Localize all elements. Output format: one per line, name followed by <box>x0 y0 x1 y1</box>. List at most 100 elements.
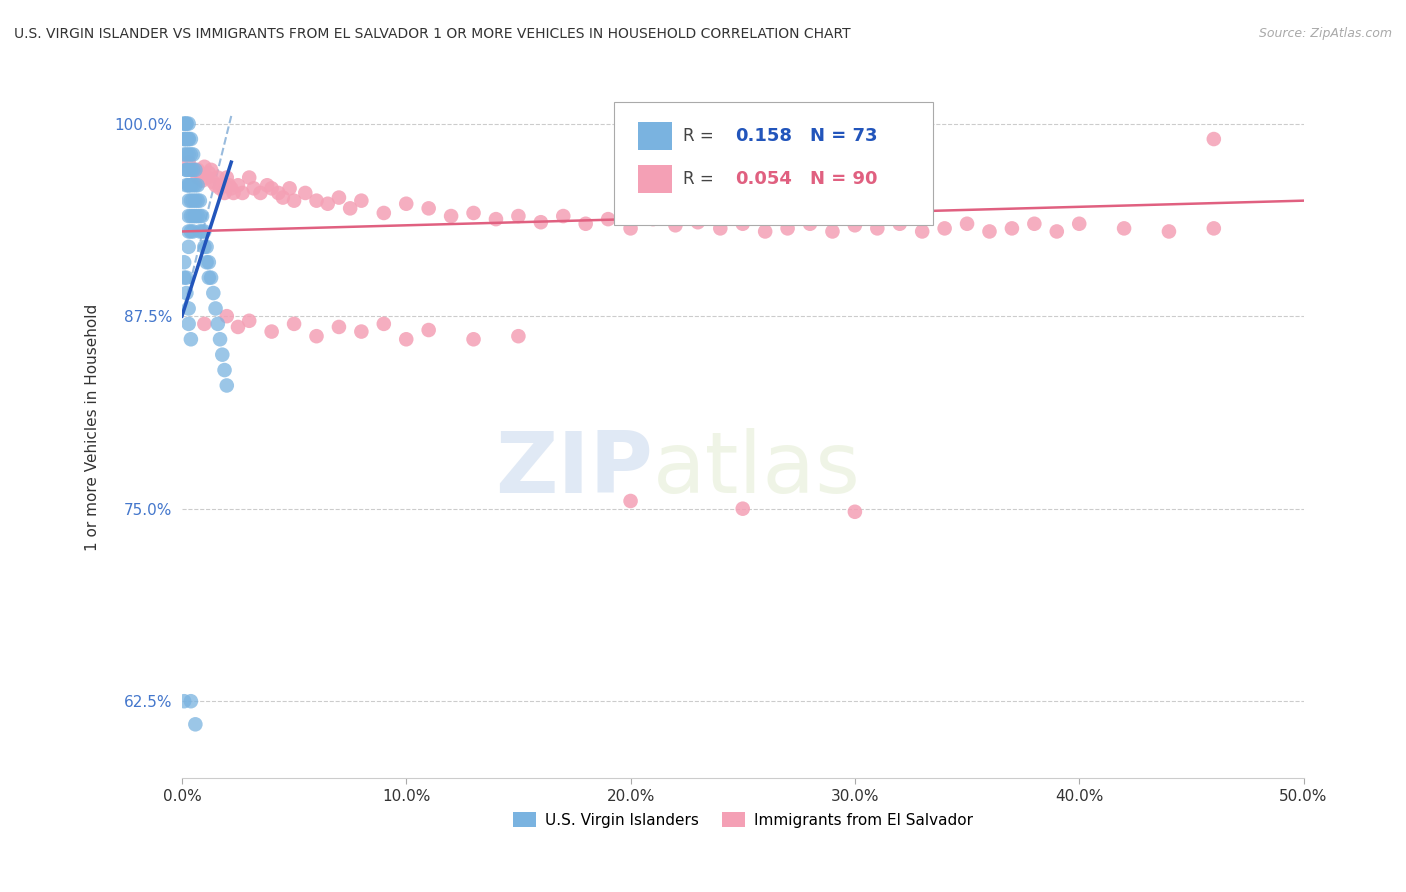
Point <box>180 194 202 208</box>
Point <box>598 212 620 227</box>
Point <box>278 181 301 195</box>
Point <box>211 178 233 193</box>
Point <box>619 221 641 235</box>
Text: atlas: atlas <box>652 428 860 511</box>
Point <box>177 194 200 208</box>
Point <box>485 212 508 227</box>
Point <box>181 178 204 193</box>
Point <box>215 309 238 323</box>
Point <box>731 217 754 231</box>
Point <box>193 317 215 331</box>
Point <box>181 147 204 161</box>
Point <box>260 325 283 339</box>
Point <box>350 325 373 339</box>
Point <box>184 162 207 177</box>
Point <box>173 694 195 708</box>
Point <box>184 209 207 223</box>
Point <box>305 194 328 208</box>
Point <box>187 178 209 193</box>
Point <box>180 694 202 708</box>
Point <box>173 255 195 269</box>
Point <box>176 162 198 177</box>
Point <box>176 117 198 131</box>
Point <box>219 181 242 195</box>
Point <box>267 186 290 200</box>
Point <box>173 147 195 161</box>
Point <box>395 332 418 346</box>
Point <box>176 286 198 301</box>
Point <box>207 317 229 331</box>
Point <box>889 217 911 231</box>
Point <box>180 332 202 346</box>
Point <box>619 494 641 508</box>
Point <box>866 221 889 235</box>
Point <box>176 270 198 285</box>
Point <box>191 209 214 223</box>
Point <box>508 209 530 223</box>
Point <box>1069 217 1091 231</box>
Text: 0.054: 0.054 <box>735 170 792 188</box>
Point <box>181 209 204 223</box>
Bar <box>638 165 672 193</box>
Point <box>177 117 200 131</box>
Point <box>1112 221 1135 235</box>
Point <box>193 240 215 254</box>
Point <box>198 255 221 269</box>
Point <box>180 209 202 223</box>
Point <box>207 170 229 185</box>
Point <box>395 196 418 211</box>
Point <box>553 209 575 223</box>
Point <box>177 240 200 254</box>
Point <box>198 166 221 180</box>
Point <box>339 202 361 216</box>
Point <box>821 224 844 238</box>
Point <box>328 320 350 334</box>
Point <box>176 162 198 177</box>
FancyBboxPatch shape <box>614 102 934 225</box>
Point <box>181 162 204 177</box>
Point <box>180 178 202 193</box>
Point <box>188 224 211 238</box>
Point <box>181 224 204 238</box>
Point <box>176 132 198 146</box>
Point <box>173 270 195 285</box>
Point <box>204 178 226 193</box>
Point <box>373 317 395 331</box>
Point <box>911 224 934 238</box>
Legend: U.S. Virgin Islanders, Immigrants from El Salvador: U.S. Virgin Islanders, Immigrants from E… <box>506 805 979 834</box>
Point <box>440 209 463 223</box>
Point <box>209 181 232 195</box>
Text: R =: R = <box>683 127 720 145</box>
Point <box>214 186 236 200</box>
Point <box>187 209 209 223</box>
Point <box>193 160 215 174</box>
Point <box>173 117 195 131</box>
Point <box>180 224 202 238</box>
Text: N = 90: N = 90 <box>810 170 877 188</box>
Point <box>209 332 232 346</box>
Point <box>242 181 264 195</box>
Point <box>373 206 395 220</box>
Point <box>176 178 198 193</box>
Point <box>418 323 440 337</box>
Point <box>195 170 218 185</box>
Point <box>176 147 198 161</box>
Point <box>463 206 485 220</box>
Point <box>198 270 221 285</box>
Point <box>226 320 249 334</box>
Point <box>184 717 207 731</box>
Point <box>202 286 225 301</box>
Point <box>350 194 373 208</box>
Point <box>187 162 209 177</box>
Point <box>305 329 328 343</box>
Point <box>463 332 485 346</box>
Point <box>215 378 238 392</box>
Point <box>173 132 195 146</box>
Point <box>200 270 222 285</box>
Point <box>231 186 253 200</box>
Point <box>1001 221 1024 235</box>
Point <box>176 132 198 146</box>
Point <box>184 194 207 208</box>
Point <box>200 162 222 177</box>
Point <box>256 178 278 193</box>
